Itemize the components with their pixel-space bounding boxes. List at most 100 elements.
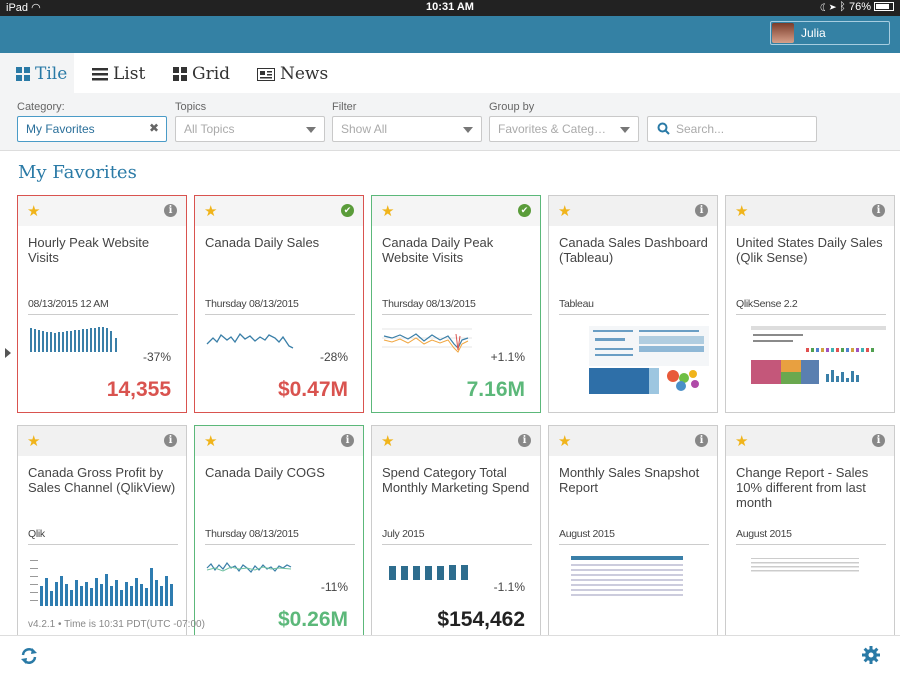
card-title: Canada Daily Peak Website Visits [382, 235, 494, 265]
kpi-card[interactable]: ★ i Spend Category Total Monthly Marketin… [371, 425, 541, 645]
card-change: -37% [142, 350, 171, 364]
card-change: +1.1% [490, 350, 525, 364]
clear-icon[interactable]: ✖ [148, 121, 159, 135]
footer-bar [0, 635, 900, 676]
chevron-down-icon [306, 127, 316, 133]
card-subtitle: July 2015 [382, 528, 532, 545]
info-icon[interactable]: i [872, 434, 885, 447]
card-subtitle: Tableau [559, 298, 709, 315]
refresh-icon[interactable] [19, 646, 39, 671]
info-icon[interactable]: i [518, 434, 531, 447]
card-subtitle: Thursday 08/13/2015 [205, 298, 355, 315]
report-card[interactable]: ★ i Monthly Sales Snapshot Report August … [548, 425, 718, 645]
card-value: $0.26M [277, 608, 348, 631]
filter-bar: Category: My Favorites ✖ Topics All Topi… [0, 93, 900, 151]
kpi-card[interactable]: ★ ✔ Canada Daily Peak Website Visits Thur… [371, 195, 541, 413]
kpi-card[interactable]: ★ i Canada Daily COGS Thursday 08/13/2015… [194, 425, 364, 645]
expand-arrow-icon[interactable] [5, 348, 11, 358]
user-menu[interactable]: Julia [770, 21, 890, 45]
card-header: ★ i [372, 426, 540, 456]
grid-icon [173, 66, 187, 86]
info-icon[interactable]: i [872, 204, 885, 217]
tab-label: Grid [192, 64, 231, 84]
version-info: v4.2.1 • Time is 10:31 PDT(UTC -07:00) [28, 619, 205, 630]
info-icon[interactable]: i [695, 434, 708, 447]
tab-label: News [280, 64, 329, 84]
favorite-star-icon[interactable]: ★ [735, 433, 749, 450]
app-header: Julia [0, 16, 900, 53]
chevron-down-icon [620, 127, 630, 133]
tab-tile[interactable]: Tile [0, 53, 74, 93]
bar-sparkline [30, 327, 117, 352]
card-subtitle: August 2015 [736, 528, 886, 545]
favorite-star-icon[interactable]: ★ [558, 203, 572, 220]
gear-icon[interactable] [861, 645, 881, 670]
avatar [772, 23, 794, 43]
card-value: $154,462 [437, 608, 525, 631]
kpi-card[interactable]: ★ i Hourly Peak Website Visits 08/13/2015… [17, 195, 187, 413]
search-input[interactable]: Search... [647, 116, 817, 142]
report-card[interactable]: ★ i Change Report - Sales 10% different f… [725, 425, 895, 645]
report-card[interactable]: ★ i United States Daily Sales (Qlik Sense… [725, 195, 895, 413]
info-icon[interactable]: i [695, 204, 708, 217]
bluetooth-icon: ᛒ [839, 1, 846, 13]
favorite-star-icon[interactable]: ★ [381, 433, 395, 450]
card-value: $0.47M [277, 378, 348, 401]
multi-line-sparkline [382, 328, 472, 353]
check-icon: ✔ [518, 204, 531, 217]
card-header: ★ i [18, 196, 186, 226]
category-label: Category: [17, 101, 65, 113]
card-title: Canada Daily Sales [205, 235, 320, 250]
report-card[interactable]: ★ i Canada Gross Profit by Sales Channel … [17, 425, 187, 645]
report-card[interactable]: ★ i Canada Sales Dashboard (Tableau) Tabl… [548, 195, 718, 413]
category-select[interactable]: My Favorites ✖ [17, 116, 167, 142]
group-by-select[interactable]: Favorites & Categ… [489, 116, 639, 142]
info-icon[interactable]: i [341, 434, 354, 447]
battery-percent: 76% [848, 1, 871, 13]
table-thumbnail [571, 556, 683, 596]
card-title: Spend Category Total Monthly Marketing S… [382, 465, 530, 495]
topics-select[interactable]: All Topics [175, 116, 325, 142]
info-icon[interactable]: i [164, 434, 177, 447]
favorite-star-icon[interactable]: ★ [204, 203, 218, 220]
favorite-star-icon[interactable]: ★ [381, 203, 395, 220]
card-title: Canada Daily COGS [205, 465, 325, 480]
kpi-card[interactable]: ★ ✔ Canada Daily Sales Thursday 08/13/201… [194, 195, 364, 413]
card-header: ★ i [726, 426, 894, 456]
card-header: ★ i [18, 426, 186, 456]
card-title: Change Report - Sales 10% different from… [736, 465, 869, 510]
filter-value: Show All [341, 122, 388, 136]
group-by-value: Favorites & Categ… [498, 122, 607, 136]
favorite-star-icon[interactable]: ★ [27, 203, 41, 220]
card-title: Hourly Peak Website Visits [28, 235, 150, 265]
info-icon[interactable]: i [164, 204, 177, 217]
tab-list[interactable]: List [92, 53, 145, 93]
filter-label: Filter [332, 101, 357, 113]
table-thumbnail [751, 558, 859, 572]
card-header: ★ ✔ [372, 196, 540, 226]
filter-select[interactable]: Show All [332, 116, 482, 142]
user-name: Julia [801, 26, 826, 40]
card-change: -11% [320, 580, 348, 594]
status-time: 10:31 AM [426, 1, 474, 13]
line-sparkline [206, 332, 294, 349]
favorite-star-icon[interactable]: ★ [204, 433, 218, 450]
card-header: ★ i [549, 426, 717, 456]
favorite-star-icon[interactable]: ★ [735, 203, 749, 220]
line-sparkline [206, 561, 292, 573]
tab-news[interactable]: News [257, 53, 328, 93]
tab-grid[interactable]: Grid [173, 53, 230, 93]
favorite-star-icon[interactable]: ★ [558, 433, 572, 450]
card-header: ★ i [549, 196, 717, 226]
news-icon [257, 66, 275, 86]
section-title: My Favorites [18, 162, 137, 183]
wifi-icon: ◠ [31, 2, 41, 14]
tab-label: Tile [35, 64, 68, 84]
bar-chart-thumbnail [30, 560, 173, 606]
check-icon: ✔ [341, 204, 354, 217]
card-header: ★ i [195, 426, 363, 456]
search-icon [657, 122, 670, 138]
favorite-star-icon[interactable]: ★ [27, 433, 41, 450]
card-subtitle: August 2015 [559, 528, 709, 545]
card-subtitle: Thursday 08/13/2015 [382, 298, 532, 315]
